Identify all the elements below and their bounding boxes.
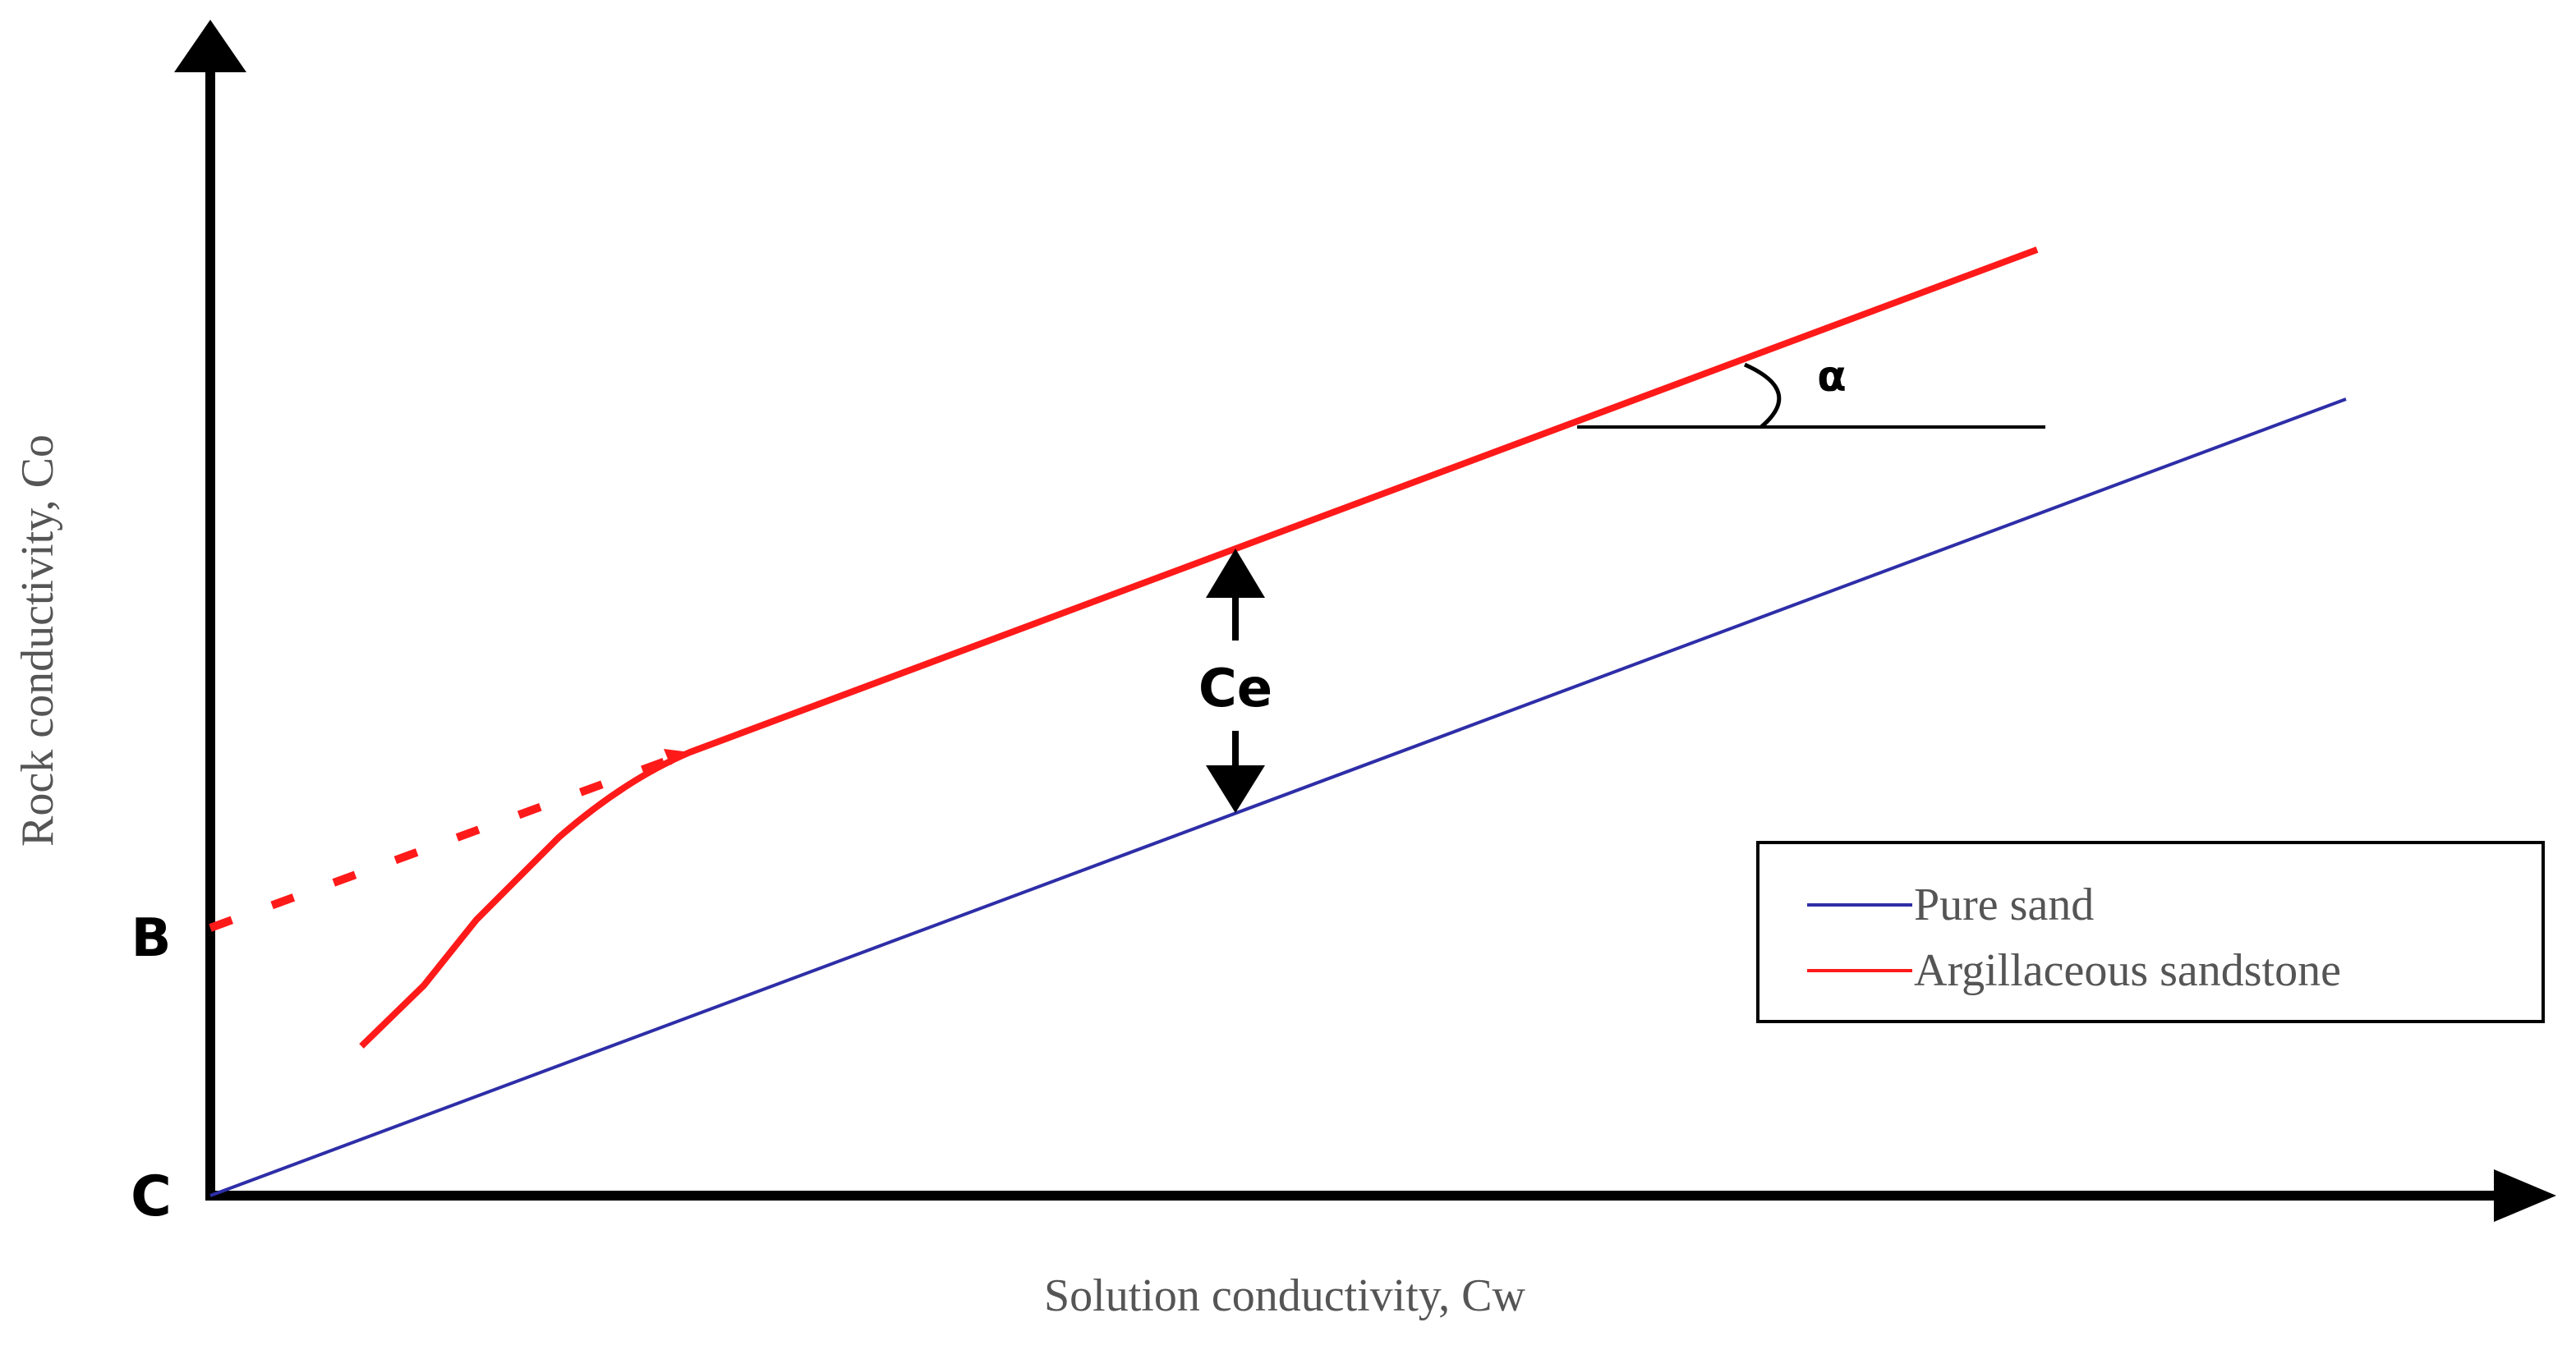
ce-label: Ce (1198, 659, 1272, 719)
legend: Pure sand Argillaceous sandstone (1807, 879, 2341, 996)
pure-sand-line (209, 397, 2347, 1197)
y-axis-label: Rock conductivity, Co (12, 434, 63, 847)
legend-box (1756, 841, 2545, 1023)
ce-arrow-down (1206, 765, 1265, 813)
y-axis-arrow (174, 20, 246, 72)
ce-arrow-up (1206, 549, 1265, 598)
curve-arrow (664, 749, 690, 765)
extrapolation-line (209, 748, 692, 932)
legend-label: Argillaceous sandstone (1914, 945, 2341, 996)
x-axis-label: Solution conductivity, Cw (1044, 1270, 1525, 1321)
x-axis-arrow (2494, 1169, 2556, 1222)
angle-arc (1743, 362, 1782, 429)
b-label: B (131, 908, 172, 969)
legend-label: Pure sand (1914, 879, 2094, 930)
angle-label: α (1817, 352, 1847, 402)
c-label: C (131, 1164, 172, 1229)
